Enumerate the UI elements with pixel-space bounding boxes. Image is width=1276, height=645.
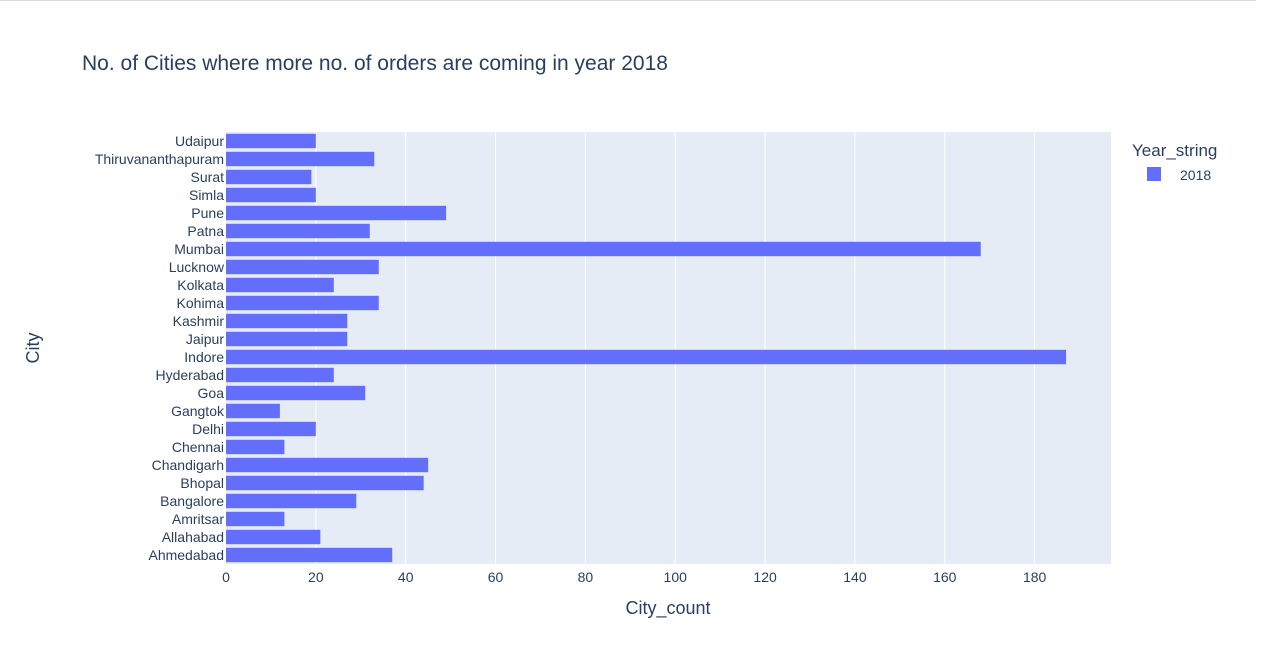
y-tick-label: Simla [189,187,224,203]
y-tick-label: Goa [198,385,225,401]
x-tick-label: 100 [664,569,688,585]
y-tick-label: Bangalore [160,493,224,509]
y-tick-label: Gangtok [171,403,225,419]
y-tick-label: Indore [184,349,224,365]
bar-indore[interactable] [226,349,1067,365]
x-tick-label: 40 [398,569,414,585]
x-tick-label: 80 [578,569,594,585]
bar-bhopal[interactable] [226,475,424,491]
legend[interactable]: Year_string 2018 [1132,141,1217,183]
bar-gangtok[interactable] [226,403,280,419]
y-tick-label: Surat [191,169,225,185]
legend-item-label[interactable]: 2018 [1180,167,1211,183]
bar-pune[interactable] [226,205,447,221]
x-tick-label: 20 [308,569,324,585]
bar-chennai[interactable] [226,439,285,455]
bar-surat[interactable] [226,169,312,185]
y-tick-label: Amritsar [172,511,224,527]
y-tick-label: Allahabad [162,529,224,545]
x-tick-label: 140 [843,569,867,585]
x-tick-label: 160 [933,569,957,585]
x-tick-label: 120 [753,569,777,585]
bar-kolkata[interactable] [226,277,334,293]
y-tick-label: Kohima [177,295,225,311]
y-tick-label: Jaipur [186,331,224,347]
bar-mumbai[interactable] [226,241,981,257]
plot-area [226,132,1111,564]
y-axis-title: City [23,333,43,364]
y-tick-label: Bhopal [180,475,224,491]
bar-patna[interactable] [226,223,370,239]
bar-kohima[interactable] [226,295,379,311]
bar-chandigarh[interactable] [226,457,429,473]
bars[interactable] [226,133,1067,563]
chart-title: No. of Cities where more no. of orders a… [82,52,668,75]
bar-hyderabad[interactable] [226,367,334,383]
bar-delhi[interactable] [226,421,316,437]
y-tick-label: Chandigarh [152,457,224,473]
y-tick-label: Mumbai [174,241,224,257]
legend-title: Year_string [1132,141,1217,160]
bar-kashmir[interactable] [226,313,348,329]
bar-simla[interactable] [226,187,316,203]
y-tick-label: Kolkata [177,277,224,293]
bar-udaipur[interactable] [226,133,316,149]
bar-thiruvananthapuram[interactable] [226,151,375,167]
y-tick-labels: Ahmedabad Allahabad Amritsar Bangalore Bhopa… [95,133,225,563]
y-tick-label: Pune [191,205,224,221]
y-tick-label: Patna [187,223,224,239]
y-tick-label: Chennai [172,439,224,455]
bar-bangalore[interactable] [226,493,357,509]
bar-amritsar[interactable] [226,511,285,527]
x-axis-title: City_count [625,598,710,619]
bar-allahabad[interactable] [226,529,321,545]
y-tick-label: Lucknow [169,259,225,275]
x-tick-label: 60 [488,569,504,585]
bar-goa[interactable] [226,385,366,401]
grid-lines [315,132,1036,564]
bar-ahmedabad[interactable] [226,547,393,563]
bar-jaipur[interactable] [226,331,348,347]
y-tick-label: Ahmedabad [148,547,224,563]
legend-swatch[interactable] [1147,167,1161,181]
top-divider [0,0,1256,1]
y-tick-label: Udaipur [175,133,224,149]
y-tick-label: Delhi [192,421,224,437]
bar-lucknow[interactable] [226,259,379,275]
y-tick-label: Hyderabad [156,367,225,383]
x-tick-label: 180 [1023,569,1047,585]
y-tick-label: Kashmir [173,313,225,329]
x-tick-label: 0 [222,569,230,585]
y-tick-label: Thiruvananthapuram [95,151,224,167]
x-tick-labels: 0 20 40 60 80 100 120 140 160 180 [222,569,1046,585]
